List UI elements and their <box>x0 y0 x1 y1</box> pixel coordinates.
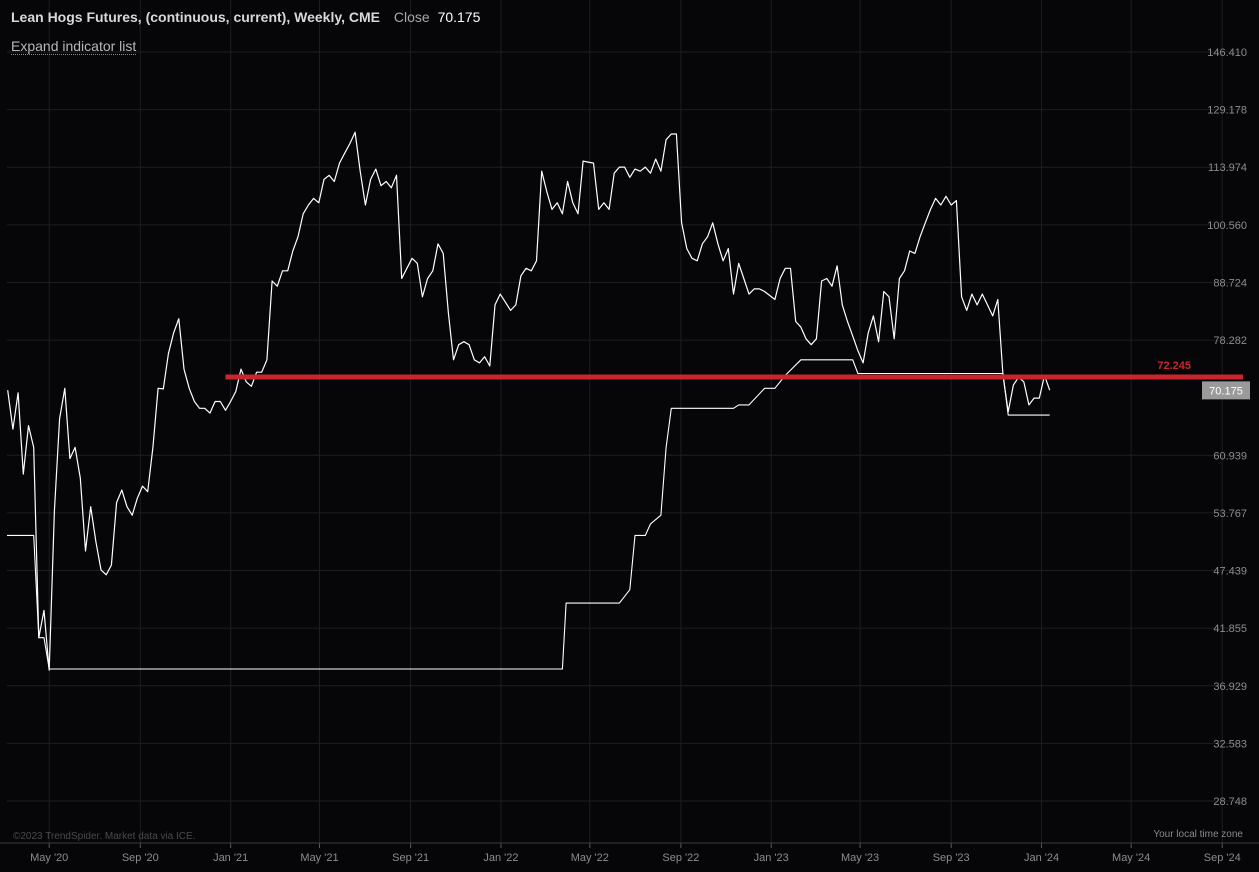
copyright-text: ©2023 TrendSpider. Market data via ICE. <box>13 831 196 842</box>
last-price-marker <box>1202 381 1250 400</box>
chart-grid <box>7 0 1243 843</box>
y-tick-label: 146.410 <box>1207 47 1247 59</box>
x-tick-label: Sep '21 <box>392 852 429 864</box>
y-tick-label: 78.282 <box>1213 335 1247 347</box>
y-tick-label: 100.560 <box>1207 220 1247 232</box>
symbol-title: Lean Hogs Futures, (continuous, current)… <box>11 9 380 25</box>
close-value: 70.175 <box>437 9 481 25</box>
x-tick-label: May '20 <box>30 852 68 864</box>
x-tick-label: May '22 <box>571 852 609 864</box>
trailing-stop-line <box>7 359 1050 670</box>
x-tick-label: Jan '23 <box>754 852 789 864</box>
timezone-label: Your local time zone <box>1153 829 1243 840</box>
x-tick-label: Jan '24 <box>1024 852 1059 864</box>
y-tick-label: 41.855 <box>1213 623 1247 635</box>
x-tick-label: Sep '24 <box>1204 852 1241 864</box>
x-tick-label: Jan '21 <box>213 852 248 864</box>
price-line <box>7 131 1051 671</box>
last-price-label: 70.175 <box>1209 385 1243 397</box>
x-tick-label: Sep '22 <box>662 852 699 864</box>
support-level-label: 72.245 <box>1157 360 1191 372</box>
y-tick-label: 36.929 <box>1213 681 1247 693</box>
x-tick-label: Sep '20 <box>122 852 159 864</box>
x-tick-label: Jan '22 <box>483 852 518 864</box>
x-tick-label: May '24 <box>1112 852 1150 864</box>
y-tick-label: 129.178 <box>1207 105 1247 117</box>
x-axis: May '20 Sep '20 Jan '21 May '21 Sep '21 Jan '… <box>0 842 1259 864</box>
y-tick-label: 113.974 <box>1208 162 1247 174</box>
y-tick-label: 88.724 <box>1213 277 1247 289</box>
y-tick-label: 32.583 <box>1213 738 1247 750</box>
chart-overlay: 72.245 70.175 <box>225 360 1250 400</box>
chart-series <box>7 131 1051 671</box>
y-tick-label: 47.439 <box>1213 566 1247 578</box>
y-axis: 146.410 129.178 113.974 100.560 88.724 78.282… <box>1207 47 1247 808</box>
y-tick-label: 60.939 <box>1213 450 1247 462</box>
x-tick-label: May '21 <box>300 852 338 864</box>
chart-header: Lean Hogs Futures, (continuous, current)… <box>11 9 480 25</box>
x-tick-label: May '23 <box>841 852 879 864</box>
y-tick-label: 28.748 <box>1213 796 1247 808</box>
close-label: Close <box>393 9 430 25</box>
x-tick-label: Sep '23 <box>933 852 970 864</box>
expand-indicator-list-link[interactable]: Expand indicator list <box>11 38 137 55</box>
y-tick-label: 53.767 <box>1213 508 1247 520</box>
